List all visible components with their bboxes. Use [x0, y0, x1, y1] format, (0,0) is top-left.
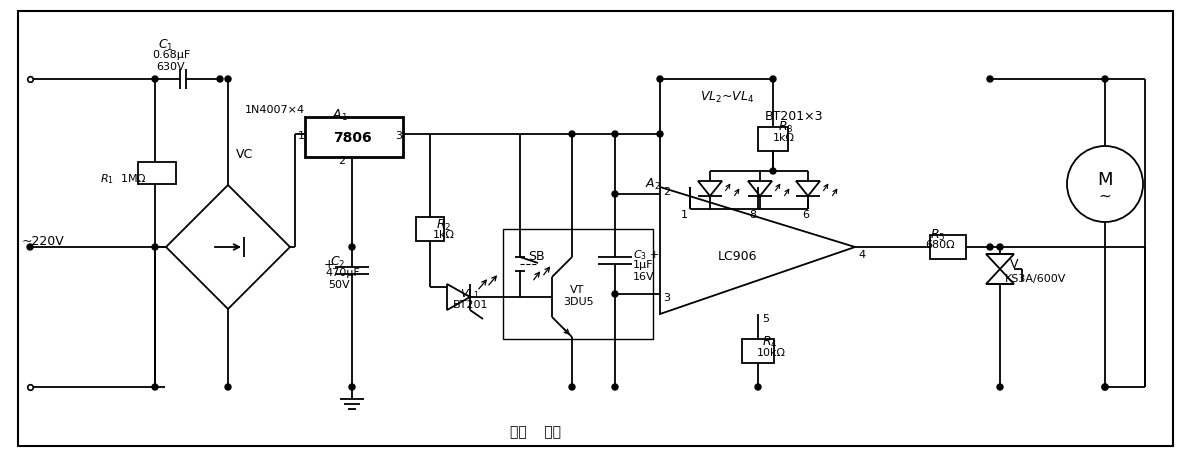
Circle shape — [612, 131, 618, 138]
Bar — [758, 128, 789, 152]
Bar — [931, 236, 966, 259]
Text: ~: ~ — [1099, 188, 1112, 203]
Text: 10kΩ: 10kΩ — [758, 347, 786, 357]
Text: VT: VT — [570, 284, 585, 294]
Circle shape — [569, 384, 575, 390]
Text: 1kΩ: 1kΩ — [433, 230, 455, 239]
Text: V: V — [1010, 257, 1019, 270]
Bar — [742, 339, 774, 363]
Text: 7806: 7806 — [333, 131, 371, 144]
Circle shape — [1102, 77, 1108, 83]
Text: 2: 2 — [663, 187, 670, 197]
Circle shape — [612, 291, 618, 297]
Circle shape — [612, 192, 618, 198]
Text: 3: 3 — [663, 292, 670, 302]
Circle shape — [27, 244, 33, 250]
Text: 0.68μF: 0.68μF — [152, 50, 190, 60]
Text: BT201: BT201 — [453, 300, 488, 309]
Text: $R_5$: $R_5$ — [931, 227, 946, 243]
Circle shape — [569, 131, 575, 138]
Circle shape — [225, 77, 231, 83]
Circle shape — [769, 169, 775, 175]
Text: $A_1$: $A_1$ — [332, 108, 348, 123]
Text: 8: 8 — [749, 210, 756, 219]
Text: 1μF: 1μF — [633, 259, 654, 269]
Text: $VL_1$: $VL_1$ — [460, 287, 480, 300]
Circle shape — [769, 77, 775, 83]
Text: 2: 2 — [338, 156, 345, 166]
Circle shape — [987, 244, 993, 250]
Text: 1: 1 — [298, 131, 305, 141]
Text: $R_4$: $R_4$ — [762, 334, 778, 350]
Circle shape — [1102, 384, 1108, 390]
Circle shape — [987, 77, 993, 83]
Text: 5: 5 — [762, 313, 769, 323]
Text: 3: 3 — [395, 131, 402, 141]
Text: $R_2$: $R_2$ — [435, 218, 451, 232]
Circle shape — [657, 77, 663, 83]
Bar — [416, 218, 444, 242]
Text: 630V: 630V — [156, 62, 185, 72]
Text: M: M — [1098, 171, 1113, 188]
Text: 4: 4 — [858, 250, 865, 259]
Bar — [138, 163, 177, 185]
Circle shape — [152, 384, 157, 390]
Circle shape — [997, 244, 1003, 250]
Text: $R_1$  1MΩ: $R_1$ 1MΩ — [100, 172, 147, 185]
Circle shape — [755, 384, 761, 390]
Text: 手控    光控: 手控 光控 — [509, 424, 561, 438]
Text: 1: 1 — [681, 210, 688, 219]
Text: 6: 6 — [802, 210, 809, 219]
Circle shape — [657, 131, 663, 138]
Circle shape — [152, 77, 157, 83]
Text: LC906: LC906 — [718, 250, 758, 263]
Circle shape — [225, 384, 231, 390]
Text: KS3A/600V: KS3A/600V — [1005, 274, 1067, 283]
Circle shape — [612, 384, 618, 390]
Bar — [503, 230, 653, 339]
Text: VC: VC — [236, 148, 253, 161]
Circle shape — [152, 244, 157, 250]
Circle shape — [350, 384, 356, 390]
Text: 3DU5: 3DU5 — [563, 296, 594, 307]
Text: SB: SB — [528, 250, 545, 263]
Text: $C_1$: $C_1$ — [157, 38, 173, 53]
Text: $C_3$ +: $C_3$ + — [633, 247, 660, 261]
Text: BT201×3: BT201×3 — [765, 110, 823, 123]
Circle shape — [997, 384, 1003, 390]
Text: 1kΩ: 1kΩ — [773, 133, 795, 143]
Text: 680Ω: 680Ω — [925, 239, 954, 250]
Text: +: + — [324, 257, 334, 270]
Text: 50V: 50V — [328, 279, 350, 289]
Text: $C_2$: $C_2$ — [330, 255, 345, 269]
Text: 1N4007×4: 1N4007×4 — [245, 105, 305, 115]
Circle shape — [1102, 384, 1108, 390]
Text: 470μF: 470μF — [324, 268, 360, 277]
Text: 16V: 16V — [633, 271, 655, 282]
Text: $VL_2$~$VL_4$: $VL_2$~$VL_4$ — [700, 90, 754, 105]
Circle shape — [217, 77, 223, 83]
Text: $R_3$: $R_3$ — [778, 120, 793, 135]
Text: $A_2$: $A_2$ — [645, 176, 661, 192]
Text: ~220V: ~220V — [21, 234, 64, 247]
Bar — [305, 118, 403, 158]
Circle shape — [350, 244, 356, 250]
